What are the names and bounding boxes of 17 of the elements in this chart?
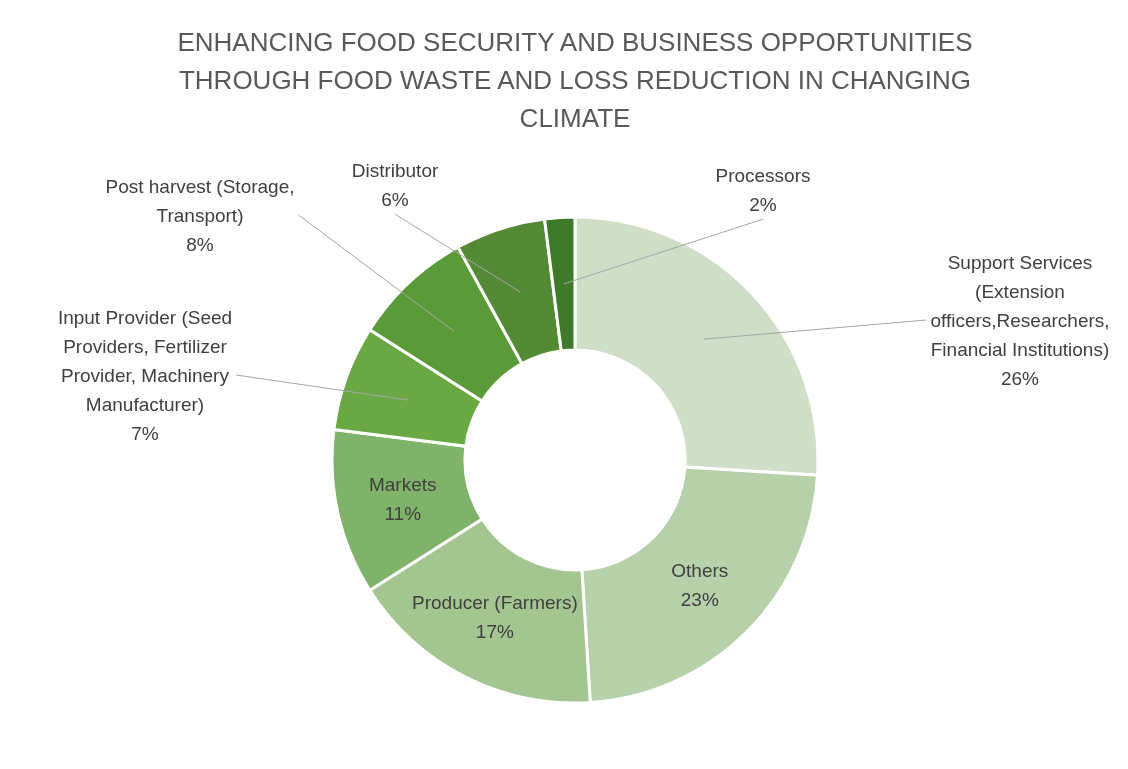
data-label: 8% — [186, 233, 214, 255]
slice-label: Producer (Farmers) — [412, 592, 578, 614]
data-label: 7% — [131, 422, 159, 444]
slice-label: Markets — [368, 473, 437, 495]
slice-label: Support Services (Extension officers,Researchers, Financial Institutions) — [930, 251, 1110, 360]
data-label: 6% — [381, 189, 409, 211]
data-label: 2% — [749, 194, 777, 216]
slice-label: Post harvest (Storage, Transport) — [105, 175, 295, 226]
slice-label: Processors — [715, 165, 811, 187]
data-label: 26% — [1000, 367, 1040, 389]
slice-label: Distributor — [351, 160, 439, 182]
chart-title: ENHANCING FOOD SECURITY AND BUSINESS OPPORTUNITIES THROUGH FOOD WASTE AND LOSS REDUCTION IN CHANGING CLIMATE — [177, 27, 973, 134]
data-label: 23% — [680, 588, 719, 610]
slice-label: Others — [671, 559, 729, 581]
data-label: 11% — [384, 502, 422, 524]
slice-label: Input Provider (Seed Providers, Fertilizer Provider, Machinery Manufacturer) — [57, 306, 233, 415]
data-label: 17% — [475, 621, 514, 643]
